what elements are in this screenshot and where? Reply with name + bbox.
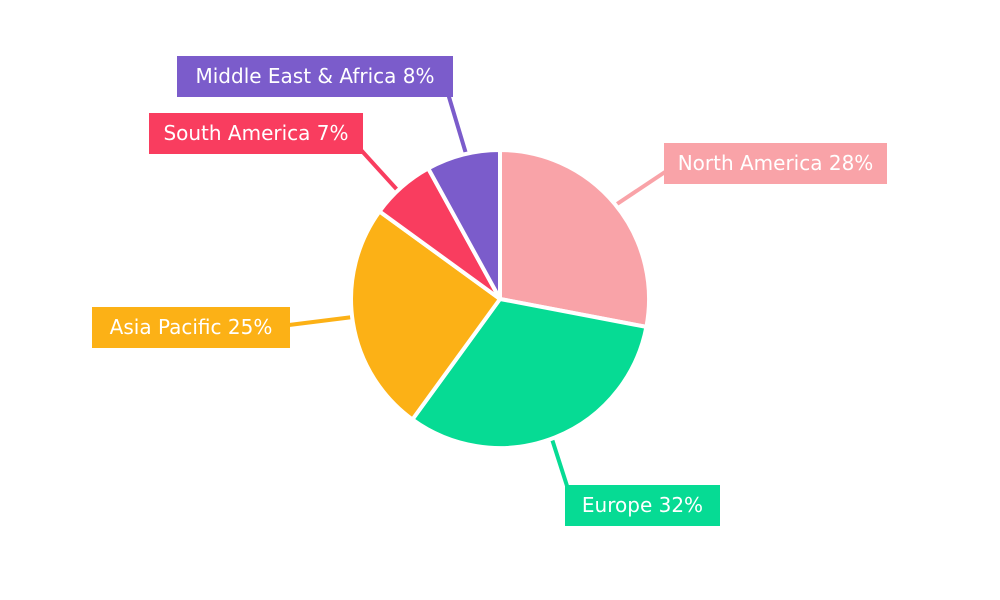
callout-europe: Europe 32% [565, 485, 720, 526]
pie-slice-europe[interactable] [410, 297, 649, 450]
leader-line-europe [549, 434, 570, 491]
callout-north-america: North America 28% [664, 143, 887, 184]
pie-slice-asia-pacific[interactable] [349, 209, 502, 422]
leader-line-north-america [615, 170, 667, 206]
leader-line-middle-east-africa [447, 95, 469, 159]
pie-slice-north-america[interactable] [498, 148, 652, 329]
callout-asia-pacific: Asia Pacific 25% [92, 307, 290, 348]
leader-line-asia-pacific [287, 315, 355, 327]
callout-south-america: South America 7% [149, 113, 363, 154]
callout-middle-east-africa: Middle East & Africa 8% [177, 56, 453, 97]
pie-slice-middle-east-africa[interactable] [426, 147, 502, 301]
